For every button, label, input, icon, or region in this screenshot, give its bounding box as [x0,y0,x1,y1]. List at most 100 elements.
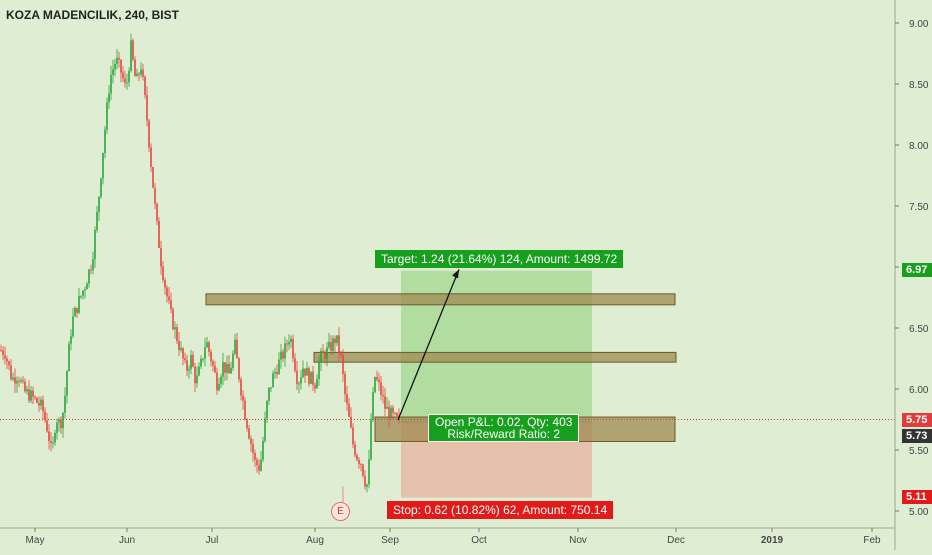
candle-body [348,403,350,417]
candle-body [392,407,394,413]
candle-body [0,349,2,351]
candle-body [136,73,138,77]
candle-body [84,289,86,291]
candle-body [12,377,14,380]
candle-body [318,362,320,380]
target-label[interactable]: Target: 1.24 (21.64%) 124, Amount: 1499.… [375,250,624,268]
zone-rect [205,293,676,306]
candle-body [56,422,58,433]
candle-body [240,379,242,396]
candle-body [338,335,340,353]
candle-body [172,309,174,330]
candle-body [282,351,284,359]
candle-body [58,419,60,423]
candle-body [164,279,166,288]
candle-body [340,352,342,355]
candle-body [142,69,144,77]
candle-body [212,361,214,366]
candle-body [246,419,248,429]
candle-body [380,382,382,395]
candle-body [158,220,160,248]
candle-body [362,464,364,477]
candle-body [178,341,180,351]
candle-body [316,379,318,389]
candle-body [304,368,306,376]
candle-body [334,338,336,344]
earnings-event-marker[interactable]: E [331,502,350,521]
candle-body [396,413,398,417]
candle-body [48,431,50,442]
x-tick-label: 2019 [761,535,784,546]
candle-body [218,384,220,391]
candle-body [86,283,88,290]
candle-body [92,258,94,271]
open-pl-label[interactable]: Open P&L: 0.02, Qty: 403 Risk/Reward Rat… [428,414,580,442]
candle-body [110,74,112,94]
y-tick-label: 7.50 [909,202,929,213]
candle-body [14,377,16,384]
candle-body [170,300,172,310]
candle-body [308,368,310,384]
candle-body [62,412,64,429]
candle-body [312,371,314,385]
candle-body [278,359,280,375]
candle-body [112,69,114,75]
candle-body [270,387,272,389]
candle-body [4,355,6,359]
candle-body [130,40,132,72]
candle-body [302,368,304,378]
candle-body [252,443,254,454]
candle-body [138,73,140,75]
trend-arrow-line [397,269,460,421]
candle-body [384,396,386,409]
candle-body [356,455,358,460]
candle-body [160,247,162,267]
candle-body [376,377,378,380]
candle-body [342,354,344,374]
x-tick-label: Jul [206,535,219,546]
candle-body [174,327,176,330]
candle-body [132,40,134,60]
candle-body [154,187,156,204]
candle-body [210,351,212,362]
candle-body [232,353,234,368]
candle-body [148,120,150,148]
candle-body [292,338,294,359]
y-tick-label: 6.00 [909,385,929,396]
candle-body [250,438,252,444]
chart-title: KOZA MADENCILIK, 240, BIST [6,8,179,22]
candle-body [330,341,332,352]
x-tick-label: Sep [381,535,399,546]
candlestick-series [0,33,400,493]
candle-body [20,380,22,382]
candle-body [242,395,244,401]
trend-arrow-head [452,269,459,279]
risk-reward-text: Risk/Reward Ratio: 2 [447,427,561,441]
y-tick-label: 8.00 [909,141,929,152]
candle-body [24,381,26,392]
candle-body [208,342,210,352]
candle-body [258,465,260,471]
price-badge-stop: 5.11 [902,490,932,504]
candle-body [280,351,282,360]
x-tick-label: Jun [119,535,135,546]
candle-body [344,373,346,395]
candle-body [116,57,118,64]
candle-body [42,399,44,412]
candle-body [262,440,264,460]
x-tick-label: Nov [569,535,587,546]
candle-body [50,441,52,444]
candle-body [72,316,74,337]
open-pl-text: Open P&L: 0.02, Qty: 403 [435,415,573,429]
candle-body [104,129,106,153]
candle-body [266,400,268,419]
candle-body [322,350,324,354]
candle-body [144,76,146,96]
candle-body [2,350,4,356]
candle-body [260,459,262,471]
stop-label[interactable]: Stop: 0.62 (10.82%) 62, Amount: 750.14 [387,501,614,519]
candle-body [54,432,56,443]
